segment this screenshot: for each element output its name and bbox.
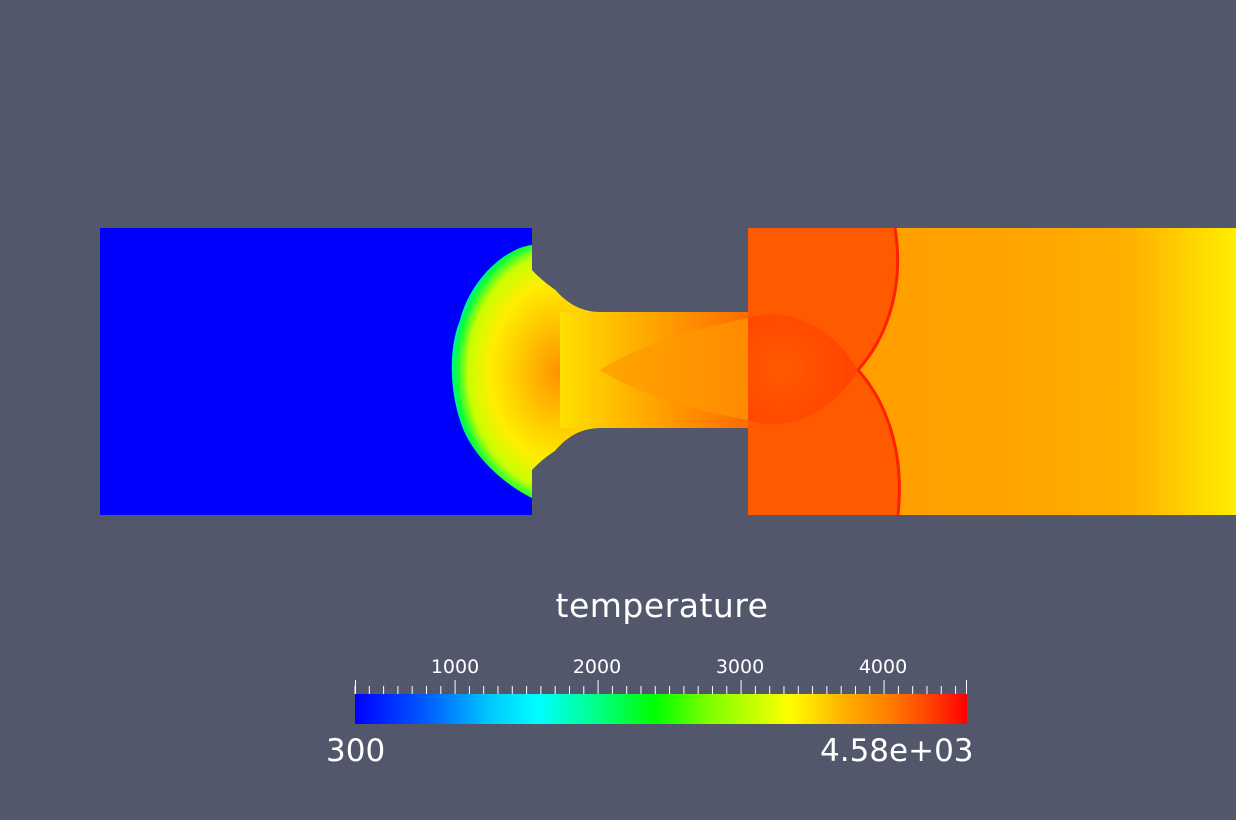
tick-label-1000: 1000 — [430, 656, 480, 678]
tick-label-2000: 2000 — [572, 656, 622, 678]
hot-plume — [451, 245, 650, 498]
throat-flow — [600, 318, 748, 420]
range-min-label: 300 — [326, 733, 386, 769]
legend-title: temperature — [555, 586, 769, 625]
hot-bubble — [748, 314, 858, 425]
range-max-label: 4.58e+03 — [820, 733, 974, 769]
colorbar-gradient — [355, 694, 967, 724]
tick-label-4000: 4000 — [858, 656, 908, 678]
colorbar[interactable] — [355, 694, 967, 724]
upper-nozzle-wall — [532, 228, 748, 312]
lower-nozzle-wall — [532, 428, 748, 515]
colorbar-ticks — [354, 680, 967, 694]
tick-label-3000: 3000 — [715, 656, 765, 678]
